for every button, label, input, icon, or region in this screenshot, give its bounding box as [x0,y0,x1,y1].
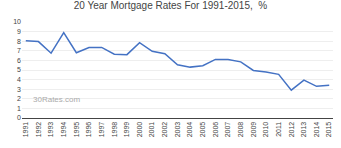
svg-text:2007: 2007 [224,122,231,138]
svg-text:2011: 2011 [275,122,282,137]
svg-text:1993: 1993 [47,122,54,138]
svg-text:8: 8 [17,38,21,45]
svg-text:7: 7 [17,47,21,54]
svg-text:1992: 1992 [35,122,42,138]
svg-text:1991: 1991 [22,122,29,138]
svg-text:2013: 2013 [300,122,307,138]
svg-text:4: 4 [17,76,21,83]
svg-text:5: 5 [17,66,21,73]
svg-text:20 Year Mortgage Rates For 199: 20 Year Mortgage Rates For 1991-2015, % [74,0,268,11]
svg-text:2012: 2012 [288,122,295,138]
svg-text:3: 3 [17,86,21,93]
svg-text:9: 9 [17,28,21,35]
svg-text:6: 6 [17,57,21,64]
svg-text:1996: 1996 [85,122,92,138]
svg-text:2009: 2009 [250,122,257,138]
svg-text:1: 1 [17,105,21,112]
svg-text:2001: 2001 [148,122,155,138]
svg-text:1994: 1994 [60,122,67,138]
svg-text:2002: 2002 [161,122,168,138]
svg-text:0: 0 [17,114,21,121]
svg-text:2000: 2000 [136,122,143,138]
svg-text:2: 2 [17,95,21,102]
svg-text:2003: 2003 [174,122,181,138]
svg-text:2004: 2004 [186,122,193,138]
svg-text:2008: 2008 [237,122,244,138]
svg-text:2014: 2014 [313,122,320,138]
svg-text:2005: 2005 [199,122,206,138]
svg-text:1999: 1999 [123,122,130,138]
svg-text:2010: 2010 [262,122,269,138]
svg-text:1998: 1998 [111,122,118,138]
svg-text:2006: 2006 [212,122,219,138]
svg-text:2015: 2015 [325,122,332,138]
svg-text:1995: 1995 [73,122,80,138]
svg-text:10: 10 [13,18,21,25]
svg-text:30Rates.com: 30Rates.com [33,95,80,104]
svg-text:1997: 1997 [98,122,105,138]
